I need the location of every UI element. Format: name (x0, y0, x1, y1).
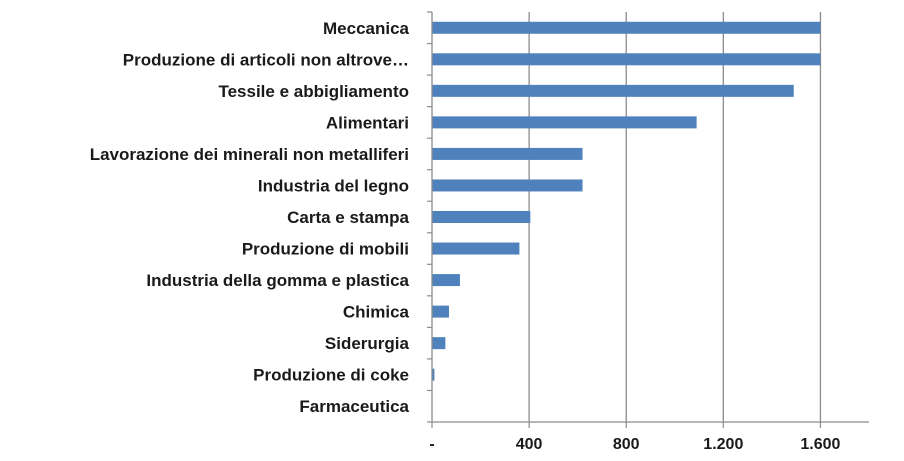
category-label-10: Siderurgia (325, 334, 410, 353)
bar-6 (432, 211, 531, 223)
category-label-0: Meccanica (323, 19, 410, 38)
bar-5 (432, 179, 583, 192)
category-label-5: Industria del legno (258, 176, 409, 195)
category-label-11: Produzione di coke (253, 366, 409, 385)
gridlines (528, 12, 822, 422)
category-labels: Meccanica Produzione di articoli non altr… (90, 19, 410, 416)
x-tick-label-3: 1.200 (703, 436, 743, 453)
category-label-12: Farmaceutica (299, 397, 409, 416)
bar-1 (432, 53, 821, 66)
tick-labels: - 400 800 1.200 1.600 (429, 436, 840, 453)
category-label-6: Carta e stampa (287, 208, 409, 227)
bar-2 (432, 84, 794, 97)
x-tick-label-2: 800 (613, 436, 640, 453)
bar-7 (432, 242, 520, 255)
bar-8 (432, 274, 460, 287)
axes (427, 11, 869, 428)
bar-4 (432, 147, 583, 160)
category-label-4: Lavorazione dei minerali non metalliferi (90, 145, 409, 164)
bar-11 (432, 368, 435, 381)
category-label-3: Alimentari (326, 113, 409, 132)
bar-3 (432, 116, 697, 129)
x-tick-label-0: - (429, 436, 434, 453)
category-label-9: Chimica (343, 303, 410, 322)
category-label-2: Tessile e abbigliamento (218, 82, 409, 101)
x-tick-label-1: 400 (516, 436, 543, 453)
x-tick-label-4: 1.600 (800, 436, 840, 453)
category-label-1: Produzione di articoli non altrove… (123, 50, 409, 69)
category-label-7: Produzione di mobili (242, 240, 409, 259)
bar-10 (432, 337, 446, 350)
bar-9 (432, 305, 449, 318)
bars (432, 21, 821, 381)
bar-0 (432, 21, 821, 34)
category-label-8: Industria della gomma e plastica (146, 271, 409, 290)
